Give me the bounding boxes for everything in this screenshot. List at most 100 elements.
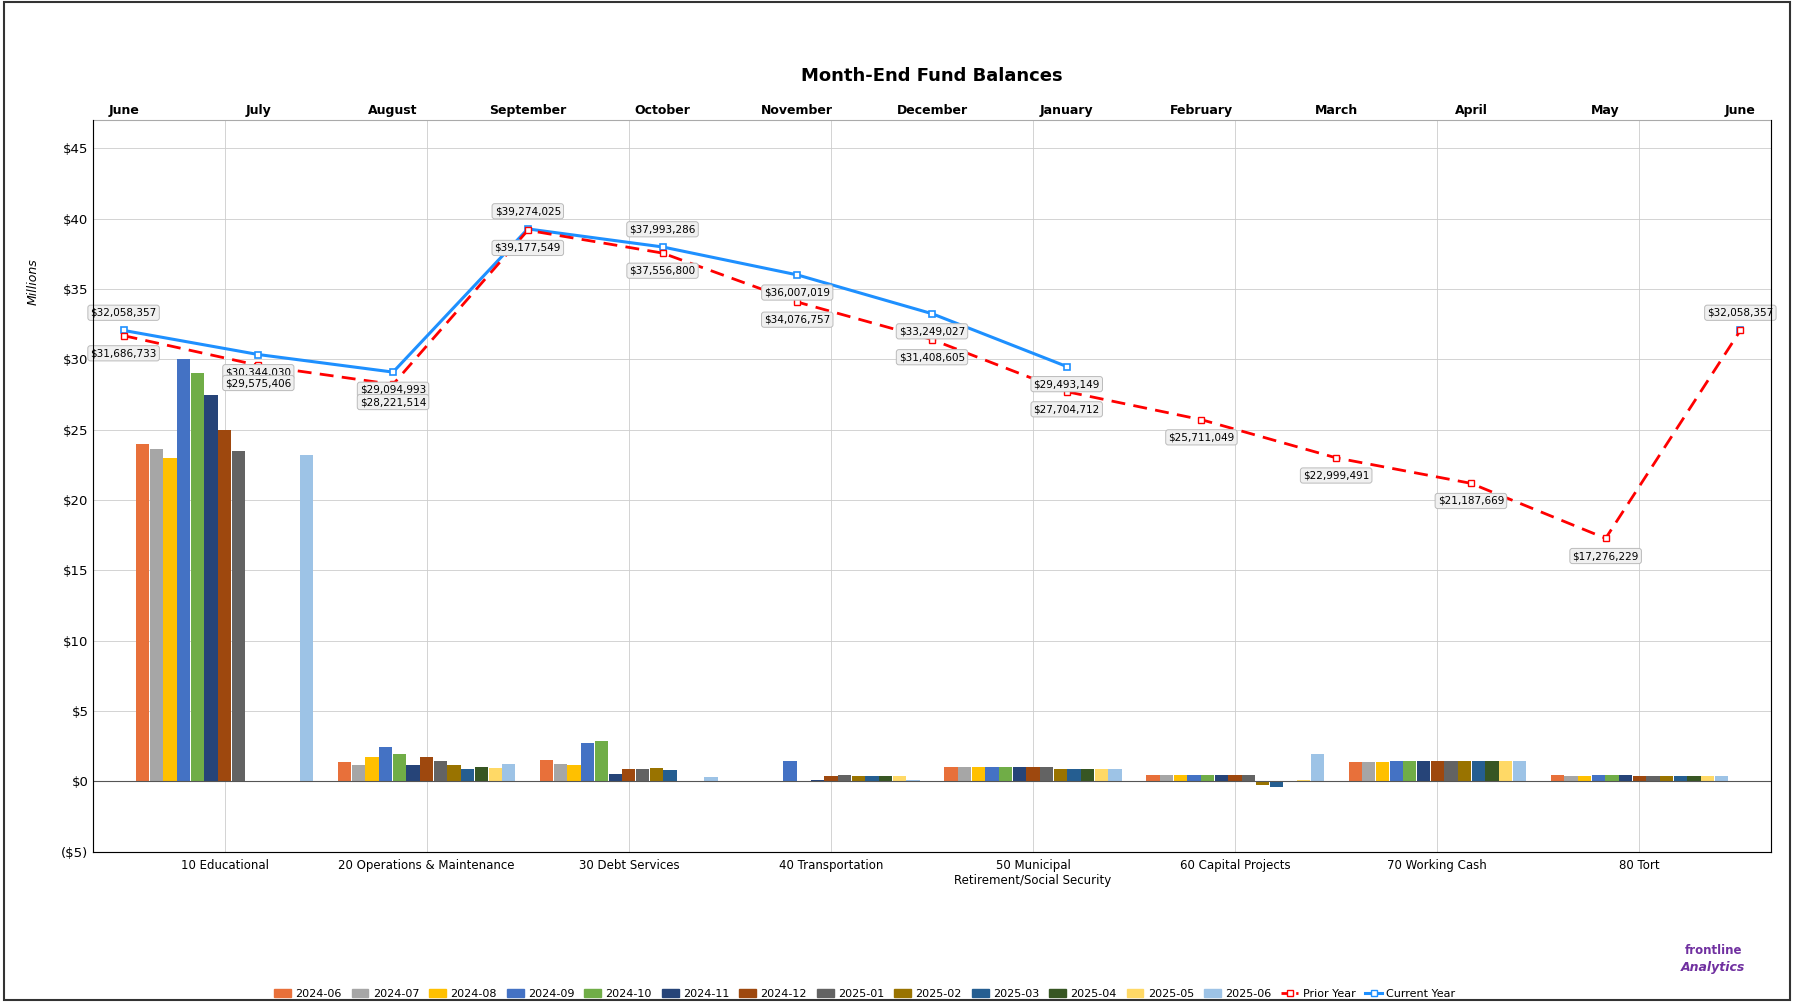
Bar — [784, 761, 797, 782]
Bar — [811, 781, 823, 782]
Bar — [149, 450, 163, 782]
Bar — [300, 455, 314, 782]
Bar — [1014, 767, 1026, 782]
Bar — [475, 767, 488, 782]
Text: frontline: frontline — [1685, 944, 1742, 957]
Bar — [337, 763, 352, 782]
Bar — [1701, 776, 1715, 782]
Bar — [1270, 782, 1283, 787]
Bar — [352, 766, 364, 782]
Bar — [554, 765, 567, 782]
Bar — [461, 769, 474, 782]
Bar — [163, 458, 176, 782]
Bar — [407, 766, 420, 782]
Bar — [972, 768, 985, 782]
Text: $34,076,757: $34,076,757 — [764, 315, 831, 325]
Bar — [1376, 763, 1389, 782]
Bar — [1659, 776, 1674, 782]
Bar — [1283, 782, 1297, 783]
Bar — [1579, 776, 1591, 782]
Text: $36,007,019: $36,007,019 — [764, 288, 831, 298]
Bar — [985, 768, 999, 782]
Bar — [852, 776, 865, 782]
Bar — [1485, 761, 1498, 782]
Bar — [205, 395, 217, 782]
Bar — [488, 768, 502, 782]
Text: Educational | Operations and Maintenance | Debt Service | Transportation | IMRF : Educational | Operations and Maintenance… — [402, 21, 1392, 36]
Bar — [1633, 776, 1645, 782]
Bar — [1674, 776, 1686, 782]
Bar — [1094, 769, 1109, 782]
Bar — [1471, 761, 1485, 782]
Bar — [1215, 775, 1229, 782]
Text: $22,999,491: $22,999,491 — [1302, 471, 1369, 481]
Bar — [608, 775, 623, 782]
Bar — [136, 444, 149, 782]
Bar — [190, 374, 205, 782]
Bar — [635, 769, 649, 782]
Bar — [865, 776, 879, 782]
Bar — [1688, 776, 1701, 782]
Bar — [1564, 776, 1577, 782]
Text: $21,187,669: $21,187,669 — [1437, 496, 1503, 506]
Bar — [1026, 768, 1041, 782]
Bar — [1041, 768, 1053, 782]
Text: $31,408,605: $31,408,605 — [899, 353, 965, 362]
Bar — [1591, 775, 1606, 782]
Bar — [1606, 775, 1618, 782]
Bar — [838, 775, 850, 782]
Bar — [1229, 775, 1241, 782]
Bar — [447, 766, 461, 782]
Text: $37,556,800: $37,556,800 — [630, 266, 696, 276]
Bar — [1067, 769, 1080, 782]
Bar — [1082, 769, 1094, 782]
Y-axis label: Millions: Millions — [27, 258, 39, 305]
Bar — [581, 742, 594, 782]
Bar — [502, 764, 515, 782]
Text: Analytics: Analytics — [1681, 961, 1746, 974]
Bar — [1241, 775, 1256, 782]
Bar — [1500, 761, 1512, 782]
Bar — [434, 761, 447, 782]
Bar — [540, 760, 553, 782]
Title: Month-End Fund Balances: Month-End Fund Balances — [802, 67, 1062, 85]
Bar — [906, 781, 920, 782]
Text: $39,177,549: $39,177,549 — [495, 242, 562, 253]
Text: $28,221,514: $28,221,514 — [361, 397, 427, 407]
Bar — [1403, 761, 1417, 782]
Bar — [1512, 761, 1527, 782]
Bar — [1417, 761, 1430, 782]
Bar — [999, 767, 1012, 782]
Text: $39,274,025: $39,274,025 — [495, 206, 562, 216]
Bar — [366, 757, 379, 782]
Text: For the Period Ending January 31, 2025: For the Period Ending January 31, 2025 — [766, 55, 1028, 68]
Bar — [893, 776, 906, 782]
Bar — [944, 768, 958, 782]
Bar — [1362, 763, 1376, 782]
Bar — [1618, 775, 1633, 782]
Bar — [1444, 761, 1457, 782]
Bar — [178, 360, 190, 782]
Bar — [567, 766, 581, 782]
Bar — [1430, 761, 1444, 782]
Text: $27,704,712: $27,704,712 — [1033, 405, 1100, 414]
Text: $33,249,027: $33,249,027 — [899, 327, 965, 337]
Text: $30,344,030: $30,344,030 — [226, 367, 291, 377]
Bar — [958, 768, 971, 782]
Text: $29,575,406: $29,575,406 — [226, 378, 291, 388]
Bar — [1349, 763, 1362, 782]
Bar — [1173, 775, 1188, 782]
Text: $17,276,229: $17,276,229 — [1573, 551, 1640, 561]
Bar — [379, 746, 393, 782]
Bar — [420, 757, 434, 782]
Text: $29,493,149: $29,493,149 — [1033, 379, 1100, 389]
Bar — [1647, 776, 1659, 782]
Text: $37,993,286: $37,993,286 — [630, 224, 696, 234]
Text: $31,686,733: $31,686,733 — [90, 349, 156, 359]
Bar — [1053, 769, 1067, 782]
Bar — [596, 741, 608, 782]
Bar — [1459, 761, 1471, 782]
Legend: 2024-06, 2024-07, 2024-08, 2024-09, 2024-10, 2024-11, 2024-12, 2025-01, 2025-02,: 2024-06, 2024-07, 2024-08, 2024-09, 2024… — [269, 985, 1460, 1002]
Bar — [1550, 775, 1564, 782]
Bar — [649, 768, 662, 782]
